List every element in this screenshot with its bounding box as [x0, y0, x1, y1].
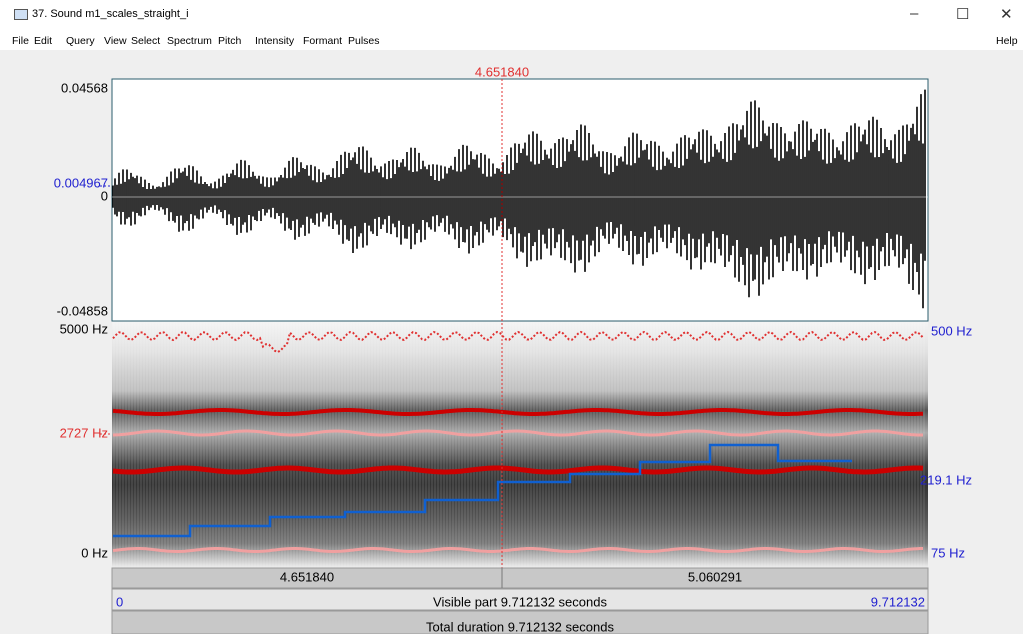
- title-bar: 37. Sound m1_scales_straight_i – ☐ ✕: [0, 0, 1023, 30]
- amplitude-max: 0.04568: [61, 80, 108, 95]
- menu-item[interactable]: Pulses: [348, 35, 380, 47]
- time-bar[interactable]: [112, 568, 928, 588]
- pitch-min: 75 Hz: [931, 545, 965, 560]
- frequency-max: 5000 Hz: [60, 321, 108, 336]
- visible-end: 9.712132: [871, 594, 925, 609]
- frequency-min: 0 Hz: [81, 545, 108, 560]
- menu-item[interactable]: Spectrum: [167, 35, 212, 47]
- menu-item[interactable]: File: [12, 35, 29, 47]
- cursor-time: 4.651840: [475, 64, 529, 79]
- pitch-max: 500 Hz: [931, 323, 972, 338]
- amplitude-min: -0.04858: [57, 303, 108, 318]
- menu-item[interactable]: Formant: [303, 35, 342, 47]
- frequency-cursor: 2727 Hz: [60, 425, 108, 440]
- menu-item[interactable]: Intensity: [255, 35, 294, 47]
- app-icon: [14, 9, 28, 20]
- visible-label: Visible part 9.712132 seconds: [433, 594, 607, 609]
- menu-item[interactable]: Query: [66, 35, 95, 47]
- time-left: 4.651840: [280, 569, 334, 584]
- time-right: 5.060291: [688, 569, 742, 584]
- page: 37. Sound m1_scales_straight_i – ☐ ✕ Fil…: [0, 0, 1023, 634]
- menu-item[interactable]: Select: [131, 35, 160, 47]
- menu-item[interactable]: Edit: [34, 35, 52, 47]
- menu-item[interactable]: Help: [996, 35, 1018, 47]
- menu-bar: File Edit Query View Select Spectrum Pit…: [0, 30, 1023, 50]
- visible-start: 0: [116, 594, 123, 609]
- minimize-button[interactable]: –: [910, 5, 918, 22]
- pitch-cursor: 219.1 Hz: [920, 472, 972, 487]
- editor: 4.651840 0.04568 0.004967 0 -0.04858 500…: [0, 50, 1023, 634]
- menu-item[interactable]: View: [104, 35, 127, 47]
- window-title: 37. Sound m1_scales_straight_i: [32, 8, 189, 20]
- total-label: Total duration 9.712132 seconds: [426, 619, 614, 634]
- maximize-button[interactable]: ☐: [956, 5, 969, 23]
- menu-item[interactable]: Pitch: [218, 35, 241, 47]
- close-button[interactable]: ✕: [1000, 5, 1013, 23]
- amplitude-zero: 0: [101, 188, 108, 203]
